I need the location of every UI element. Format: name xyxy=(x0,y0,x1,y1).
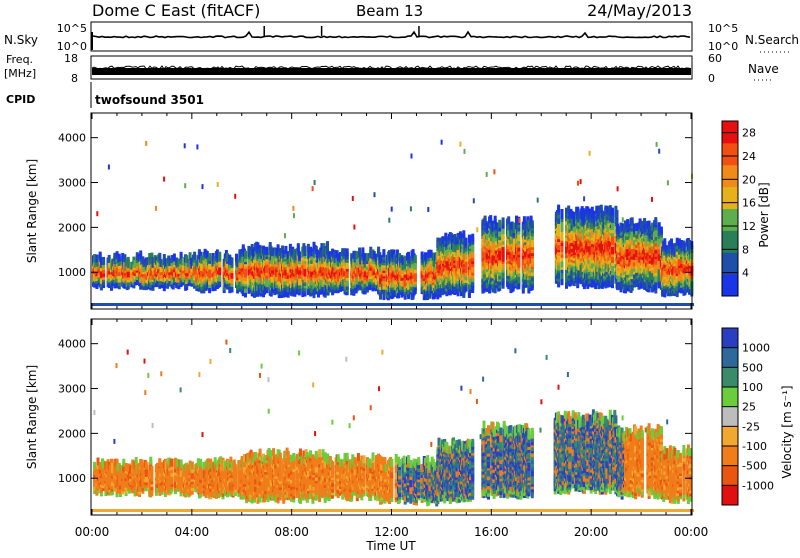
data-cell xyxy=(118,254,121,262)
noise-right-label: N.Search xyxy=(745,33,799,47)
freq-left-tick-top: 18 xyxy=(64,52,78,65)
noise-sky-line xyxy=(93,32,690,38)
noise-left-tick-top: 10^5 xyxy=(57,22,87,35)
data-cell xyxy=(414,255,417,263)
data-cell xyxy=(557,205,560,213)
freq-right-tick-bottom: 0 xyxy=(708,72,715,85)
freq-left-label: Freq. xyxy=(6,53,33,66)
data-cell xyxy=(498,220,501,228)
freq-right-tick-top: 60 xyxy=(708,52,722,65)
station-title: Dome C East (fitACF) xyxy=(92,1,260,20)
data-cell xyxy=(523,216,526,224)
data-cell xyxy=(298,251,301,259)
data-cell xyxy=(326,241,329,249)
data-cell xyxy=(502,217,505,225)
data-cell xyxy=(471,234,474,242)
power-data xyxy=(92,140,694,306)
data-cell xyxy=(127,257,130,265)
date-title: 24/May/2013 xyxy=(587,1,692,20)
data-cell xyxy=(265,247,268,255)
data-cell xyxy=(297,243,300,251)
freq-right-label: Nave xyxy=(748,62,779,76)
data-cell xyxy=(231,258,234,266)
data-cell xyxy=(465,238,468,246)
freq-left-unit: [MHz] xyxy=(4,67,36,80)
data-cell xyxy=(462,230,465,238)
data-cell xyxy=(531,220,534,228)
data-cell xyxy=(102,257,105,265)
data-cell xyxy=(561,209,564,217)
data-cell xyxy=(304,246,307,254)
cpid-panel: CPID twofsound 3501 xyxy=(6,82,204,108)
freq-panel: Freq. [MHz] Nave 18 8 60 0 xyxy=(4,52,779,85)
freq-left-tick-bottom: 8 xyxy=(71,72,78,85)
noise-panel: N.Sky N.Search 10^5 10^0 10^5 10^0 xyxy=(4,22,799,53)
data-cell xyxy=(218,252,221,260)
data-cell xyxy=(382,249,385,257)
data-cell xyxy=(193,252,196,260)
noise-right-tick-top: 10^5 xyxy=(708,22,738,35)
data-cell xyxy=(208,253,211,261)
data-cell xyxy=(346,248,349,256)
data-cell xyxy=(244,251,247,259)
cpid-label: CPID xyxy=(6,93,35,106)
cpid-program: twofsound 3501 xyxy=(95,93,204,107)
beam-title: Beam 13 xyxy=(356,2,423,20)
noise-left-label: N.Sky xyxy=(4,33,38,47)
